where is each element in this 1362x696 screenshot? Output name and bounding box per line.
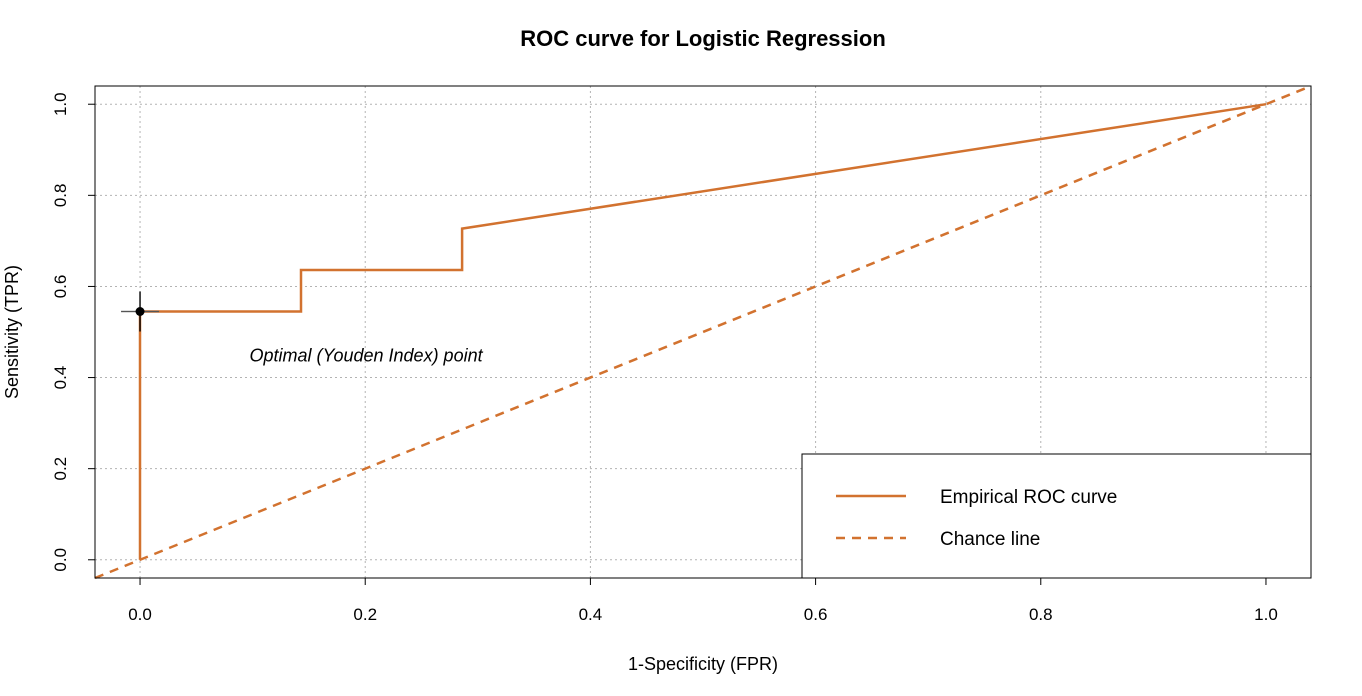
plot-frame <box>94 85 1312 579</box>
y-tick-label-2: 0.4 <box>51 366 70 390</box>
legend-label-chance: Chance line <box>940 529 1040 550</box>
y-axis-ticks: 0.0 0.2 0.4 0.6 0.8 1.0 <box>51 92 95 572</box>
y-tick-label-5: 1.0 <box>51 92 70 116</box>
x-tick-label-2: 0.4 <box>579 605 603 624</box>
y-tick-label-4: 0.8 <box>51 184 70 208</box>
x-tick-label-5: 1.0 <box>1254 605 1278 624</box>
y-tick-label-0: 0.0 <box>51 548 70 572</box>
x-axis-label: 1-Specificity (FPR) <box>628 654 778 674</box>
x-tick-label-4: 0.8 <box>1029 605 1053 624</box>
x-tick-label-1: 0.2 <box>353 605 377 624</box>
legend-box <box>801 453 1312 579</box>
y-axis-label: Sensitivity (TPR) <box>2 265 22 399</box>
y-tick-label-3: 0.6 <box>51 275 70 299</box>
x-tick-label-3: 0.6 <box>804 605 828 624</box>
optimal-point-annotation: Optimal (Youden Index) point <box>249 346 483 366</box>
y-tick-label-1: 0.2 <box>51 457 70 481</box>
optimal-point-dot <box>135 307 145 316</box>
legend: Empirical ROC curve Chance line <box>801 453 1312 579</box>
chart-title: ROC curve for Logistic Regression <box>520 26 886 51</box>
x-tick-label-0: 0.0 <box>128 605 152 624</box>
x-axis-ticks: 0.0 0.2 0.4 0.6 0.8 1.0 <box>128 578 1278 624</box>
series-line-chance <box>94 84 1312 580</box>
legend-label-empirical: Empirical ROC curve <box>940 487 1117 508</box>
optimal-point-marker <box>121 291 160 332</box>
